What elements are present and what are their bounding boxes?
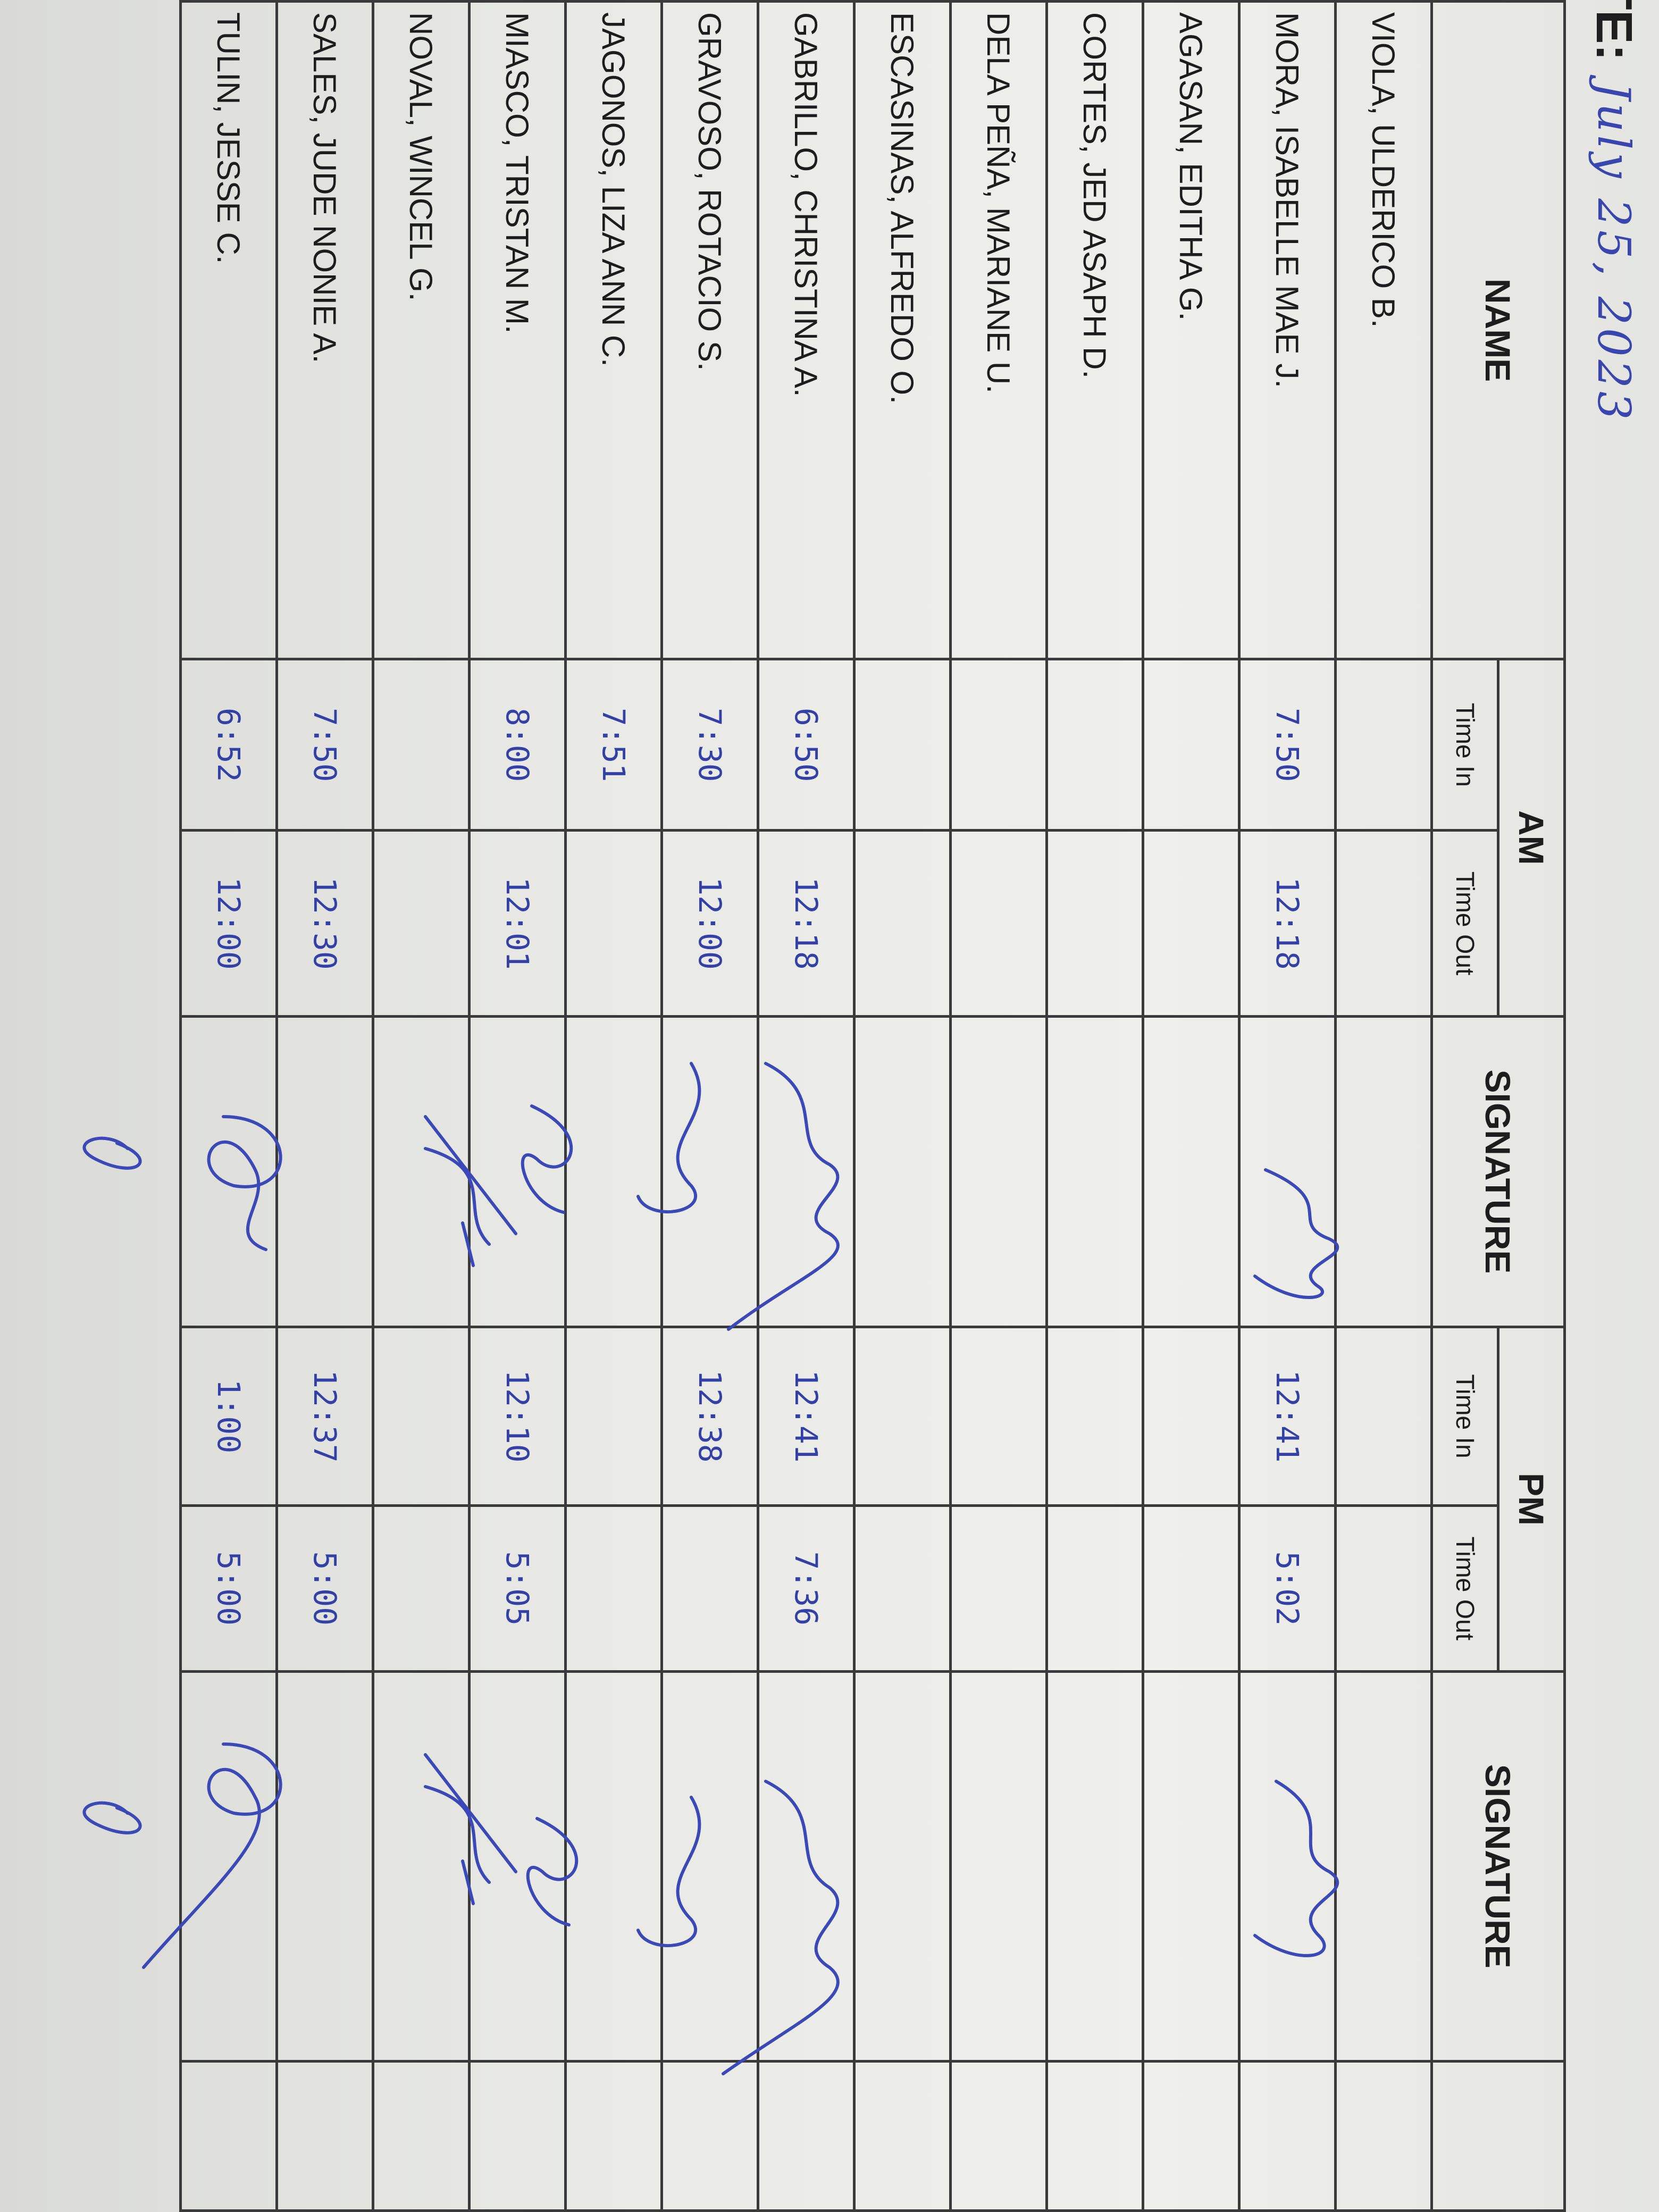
signature [521,1104,579,1926]
signature [142,1115,282,1969]
signature [722,1062,840,2075]
signature [424,1115,517,1905]
signature [82,1136,142,1834]
signature [636,1062,701,1947]
signature [1253,1168,1339,1957]
